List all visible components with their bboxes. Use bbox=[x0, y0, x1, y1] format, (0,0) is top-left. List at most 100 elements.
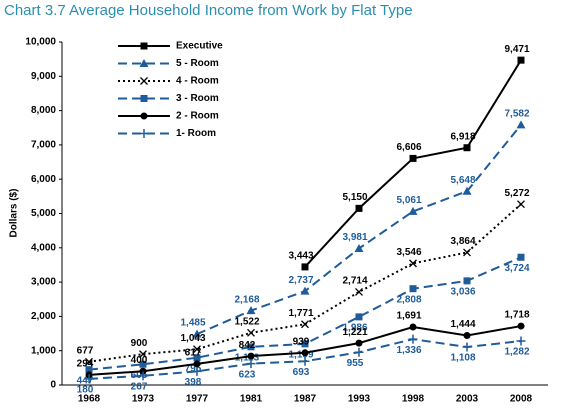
marker bbox=[139, 350, 147, 359]
value-label: 3,864 bbox=[450, 236, 475, 247]
value-label: 5,150 bbox=[342, 192, 367, 203]
marker bbox=[192, 366, 202, 376]
marker bbox=[517, 322, 525, 330]
value-label: 2,808 bbox=[396, 294, 421, 305]
marker bbox=[463, 144, 471, 152]
marker bbox=[301, 349, 309, 357]
x-tick-label: 1998 bbox=[402, 394, 425, 405]
value-label: 2,737 bbox=[288, 275, 313, 286]
y-tick-label: 10,000 bbox=[25, 37, 56, 48]
value-label: 267 bbox=[131, 381, 148, 392]
value-label: 842 bbox=[239, 340, 256, 351]
value-label: 3,443 bbox=[288, 251, 313, 262]
y-tick-label: 1,000 bbox=[31, 345, 56, 356]
marker bbox=[409, 323, 417, 331]
marker bbox=[85, 357, 93, 366]
marker bbox=[516, 120, 526, 129]
marker bbox=[192, 329, 202, 338]
marker bbox=[301, 340, 309, 348]
marker bbox=[354, 347, 364, 357]
x-tick-label: 1993 bbox=[348, 394, 371, 405]
marker bbox=[247, 328, 255, 337]
legend-marker bbox=[139, 59, 149, 67]
marker bbox=[462, 186, 472, 195]
marker bbox=[355, 287, 363, 296]
value-label: 1,043 bbox=[180, 333, 205, 344]
y-tick-label: 7,000 bbox=[31, 140, 56, 151]
legend-label: 5 - Room bbox=[176, 58, 219, 69]
value-label: 5,061 bbox=[396, 195, 421, 206]
value-label: 1,108 bbox=[450, 353, 475, 364]
marker bbox=[85, 366, 93, 374]
value-label: 1,718 bbox=[504, 310, 529, 321]
y-tick-label: 6,000 bbox=[31, 174, 56, 185]
marker bbox=[517, 253, 525, 261]
marker bbox=[409, 285, 417, 293]
marker bbox=[301, 263, 309, 271]
value-label: 1,691 bbox=[396, 311, 421, 322]
value-label: 6,606 bbox=[396, 142, 421, 153]
x-tick-label: 1987 bbox=[294, 394, 317, 405]
legend-marker bbox=[140, 95, 148, 102]
value-label: 1,986 bbox=[342, 323, 367, 334]
x-tick-label: 2003 bbox=[456, 394, 479, 405]
marker bbox=[463, 248, 471, 257]
marker bbox=[408, 206, 418, 215]
value-label: 3,546 bbox=[396, 247, 421, 258]
value-label: 398 bbox=[185, 377, 202, 388]
marker bbox=[355, 313, 363, 321]
value-label: 447 bbox=[77, 375, 94, 386]
marker bbox=[408, 334, 418, 344]
value-label: 5,272 bbox=[504, 188, 529, 199]
marker bbox=[139, 367, 147, 375]
marker bbox=[355, 204, 363, 212]
x-tick-label: 1968 bbox=[78, 394, 101, 405]
legend-label: 2 - Room bbox=[176, 111, 219, 122]
marker bbox=[462, 342, 472, 352]
marker bbox=[84, 374, 94, 384]
y-tick-label: 3,000 bbox=[31, 277, 56, 288]
value-label: 5,648 bbox=[450, 175, 475, 186]
value-label: 1,282 bbox=[504, 347, 529, 358]
x-tick-label: 1977 bbox=[186, 394, 209, 405]
y-tick-label: 2,000 bbox=[31, 311, 56, 322]
value-label: 1,113 bbox=[235, 352, 260, 363]
marker bbox=[246, 359, 256, 369]
marker bbox=[301, 320, 309, 329]
y-tick-label: 8,000 bbox=[31, 105, 56, 116]
legend-marker bbox=[140, 42, 148, 50]
marker bbox=[355, 339, 363, 347]
y-tick-label: 4,000 bbox=[31, 242, 56, 253]
y-tick-label: 0 bbox=[50, 380, 56, 391]
x-tick-label: 1973 bbox=[132, 394, 155, 405]
marker bbox=[517, 200, 525, 209]
marker bbox=[247, 343, 255, 351]
value-label: 693 bbox=[293, 367, 310, 378]
value-label: 6,918 bbox=[450, 131, 475, 142]
y-tick-label: 5,000 bbox=[31, 208, 56, 219]
value-label: 1,485 bbox=[180, 318, 205, 329]
value-label: 617 bbox=[185, 347, 202, 358]
value-label: 294 bbox=[77, 359, 94, 370]
legend-label: 1- Room bbox=[176, 128, 216, 139]
value-label: 1,522 bbox=[234, 316, 259, 327]
legend-label: 3 - Room bbox=[176, 93, 219, 104]
y-axis-label: Dollars ($) bbox=[9, 189, 20, 238]
marker bbox=[246, 306, 256, 315]
y-tick-label: 9,000 bbox=[31, 71, 56, 82]
value-label: 2,714 bbox=[342, 276, 367, 287]
value-label: 1,199 bbox=[288, 350, 313, 361]
value-label: 9,471 bbox=[504, 44, 529, 55]
marker bbox=[409, 154, 417, 162]
value-label: 2,168 bbox=[234, 294, 259, 305]
value-label: 1,221 bbox=[342, 327, 367, 338]
legend-label: Executive bbox=[176, 41, 223, 52]
value-label: 623 bbox=[239, 369, 256, 380]
legend-marker bbox=[139, 129, 149, 138]
value-label: 180 bbox=[77, 384, 94, 395]
marker bbox=[517, 56, 525, 64]
legend-label: 4 - Room bbox=[176, 76, 219, 87]
legend-marker bbox=[140, 77, 148, 85]
marker bbox=[300, 286, 310, 295]
